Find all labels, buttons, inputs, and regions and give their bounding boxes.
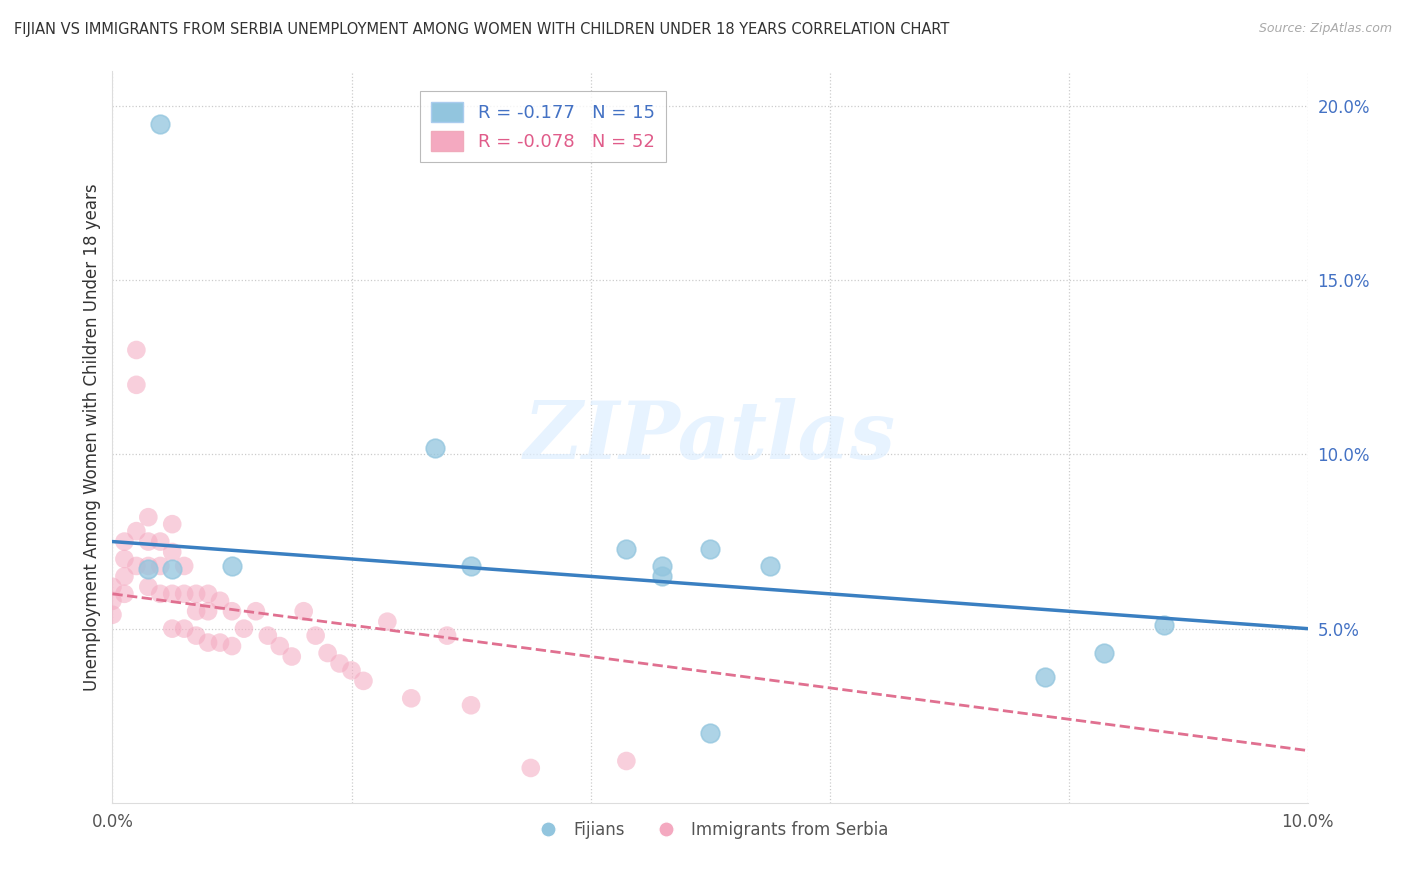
Point <box>162 545 183 559</box>
Point <box>114 534 135 549</box>
Point <box>436 629 458 643</box>
Point <box>149 117 172 131</box>
Text: FIJIAN VS IMMIGRANTS FROM SERBIA UNEMPLOYMENT AMONG WOMEN WITH CHILDREN UNDER 18: FIJIAN VS IMMIGRANTS FROM SERBIA UNEMPLO… <box>14 22 949 37</box>
Point <box>281 649 304 664</box>
Point <box>173 558 195 573</box>
Point <box>651 569 673 583</box>
Point <box>138 562 160 576</box>
Point <box>149 558 172 573</box>
Point <box>186 604 208 618</box>
Text: Source: ZipAtlas.com: Source: ZipAtlas.com <box>1258 22 1392 36</box>
Point <box>699 726 721 740</box>
Point <box>186 629 208 643</box>
Point <box>138 534 160 549</box>
Point <box>125 377 148 392</box>
Point <box>125 558 148 573</box>
Point <box>759 558 782 573</box>
Point <box>221 639 243 653</box>
Point <box>1033 670 1056 684</box>
Point <box>162 587 183 601</box>
Point <box>329 657 352 671</box>
Point <box>173 587 195 601</box>
Point <box>138 580 160 594</box>
Point <box>101 594 124 608</box>
Point <box>245 604 267 618</box>
Point <box>125 524 148 538</box>
Point <box>138 510 160 524</box>
Point <box>209 635 232 649</box>
Point <box>377 615 399 629</box>
Point <box>651 558 673 573</box>
Point <box>401 691 423 706</box>
Point <box>114 552 135 566</box>
Point <box>353 673 375 688</box>
Point <box>1094 646 1116 660</box>
Point <box>209 594 232 608</box>
Point <box>221 558 243 573</box>
Point <box>616 541 638 556</box>
Point <box>425 441 447 455</box>
Point <box>197 587 219 601</box>
Point <box>305 629 328 643</box>
Legend: Fijians, Immigrants from Serbia: Fijians, Immigrants from Serbia <box>524 814 896 846</box>
Point <box>173 622 195 636</box>
Point <box>186 587 208 601</box>
Point <box>257 629 280 643</box>
Y-axis label: Unemployment Among Women with Children Under 18 years: Unemployment Among Women with Children U… <box>83 183 101 691</box>
Point <box>162 562 183 576</box>
Point <box>292 604 315 618</box>
Point <box>269 639 291 653</box>
Point <box>197 604 219 618</box>
Point <box>162 622 183 636</box>
Point <box>340 664 363 678</box>
Point <box>316 646 339 660</box>
Point <box>221 604 243 618</box>
Point <box>101 580 124 594</box>
Point <box>699 541 721 556</box>
Point <box>162 517 183 532</box>
Point <box>233 622 256 636</box>
Point <box>138 558 160 573</box>
Point <box>1153 618 1175 632</box>
Point <box>616 754 638 768</box>
Point <box>149 534 172 549</box>
Text: ZIPatlas: ZIPatlas <box>524 399 896 475</box>
Point <box>460 558 482 573</box>
Point <box>197 635 219 649</box>
Point <box>149 587 172 601</box>
Point <box>520 761 543 775</box>
Point <box>101 607 124 622</box>
Point <box>114 587 135 601</box>
Point <box>114 569 135 583</box>
Point <box>460 698 482 713</box>
Point <box>125 343 148 357</box>
